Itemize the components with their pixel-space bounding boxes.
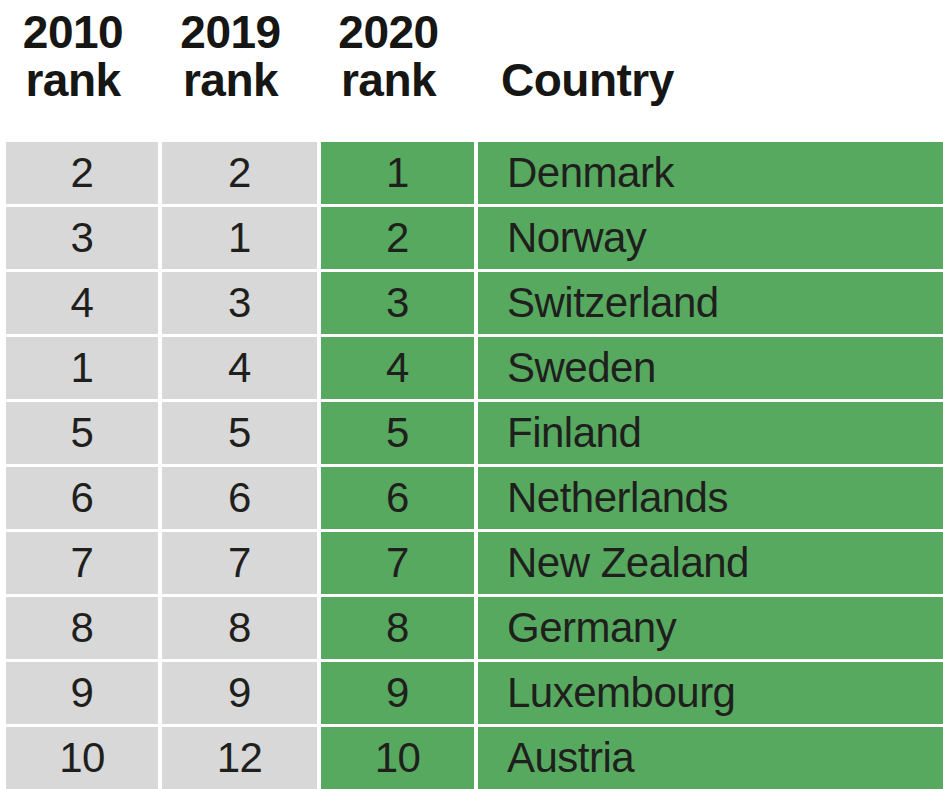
column-header-country: Country xyxy=(478,8,943,104)
country-cell: Denmark xyxy=(478,142,943,204)
table-header: 2010 rank 2019 rank 2020 rank Country xyxy=(0,0,943,142)
rank-2019-cell: 6 xyxy=(162,467,317,529)
rank-2020-cell: 5 xyxy=(321,402,474,464)
table-body: 2 2 1 Denmark 3 1 2 Norway 4 3 3 Switzer… xyxy=(0,142,943,789)
rank-2020-cell: 8 xyxy=(321,597,474,659)
rank-2010-cell: 5 xyxy=(6,402,158,464)
rank-2020-cell: 7 xyxy=(321,532,474,594)
rank-2019-cell: 5 xyxy=(162,402,317,464)
header-year-2019: 2019 xyxy=(162,8,299,56)
rank-2019-cell: 8 xyxy=(162,597,317,659)
rank-2020-cell: 4 xyxy=(321,337,474,399)
rank-2010-cell: 6 xyxy=(6,467,158,529)
rank-2010-cell: 4 xyxy=(6,272,158,334)
rank-2019-cell: 7 xyxy=(162,532,317,594)
header-country-label: Country xyxy=(501,56,943,104)
country-cell: Norway xyxy=(478,207,943,269)
country-cell: Austria xyxy=(478,727,943,789)
rank-2020-cell: 2 xyxy=(321,207,474,269)
column-header-2019-rank: 2019 rank xyxy=(162,8,317,104)
country-rank-table: 2010 rank 2019 rank 2020 rank Country 2 … xyxy=(0,0,943,789)
column-header-2020-rank: 2020 rank xyxy=(321,8,474,104)
country-cell: Germany xyxy=(478,597,943,659)
rank-2010-cell: 9 xyxy=(6,662,158,724)
rank-2019-cell: 12 xyxy=(162,727,317,789)
rank-2010-cell: 7 xyxy=(6,532,158,594)
rank-2019-cell: 9 xyxy=(162,662,317,724)
country-cell: Luxembourg xyxy=(478,662,943,724)
rank-2019-cell: 2 xyxy=(162,142,317,204)
country-cell: Switzerland xyxy=(478,272,943,334)
country-cell: Sweden xyxy=(478,337,943,399)
rank-2019-cell: 3 xyxy=(162,272,317,334)
rank-2010-cell: 3 xyxy=(6,207,158,269)
country-cell: New Zealand xyxy=(478,532,943,594)
rank-2019-cell: 4 xyxy=(162,337,317,399)
header-year-2020: 2020 xyxy=(321,8,456,56)
rank-2019-cell: 1 xyxy=(162,207,317,269)
rank-2020-cell: 1 xyxy=(321,142,474,204)
rank-2010-cell: 10 xyxy=(6,727,158,789)
header-year-2010: 2010 xyxy=(6,8,140,56)
header-rank-label: rank xyxy=(6,56,140,104)
header-rank-label: rank xyxy=(321,56,456,104)
column-header-2010-rank: 2010 rank xyxy=(6,8,158,104)
country-cell: Netherlands xyxy=(478,467,943,529)
rank-2020-cell: 9 xyxy=(321,662,474,724)
rank-2020-cell: 6 xyxy=(321,467,474,529)
rank-2020-cell: 3 xyxy=(321,272,474,334)
rank-2010-cell: 1 xyxy=(6,337,158,399)
country-cell: Finland xyxy=(478,402,943,464)
rank-2010-cell: 2 xyxy=(6,142,158,204)
rank-2020-cell: 10 xyxy=(321,727,474,789)
header-rank-label: rank xyxy=(162,56,299,104)
rank-2010-cell: 8 xyxy=(6,597,158,659)
